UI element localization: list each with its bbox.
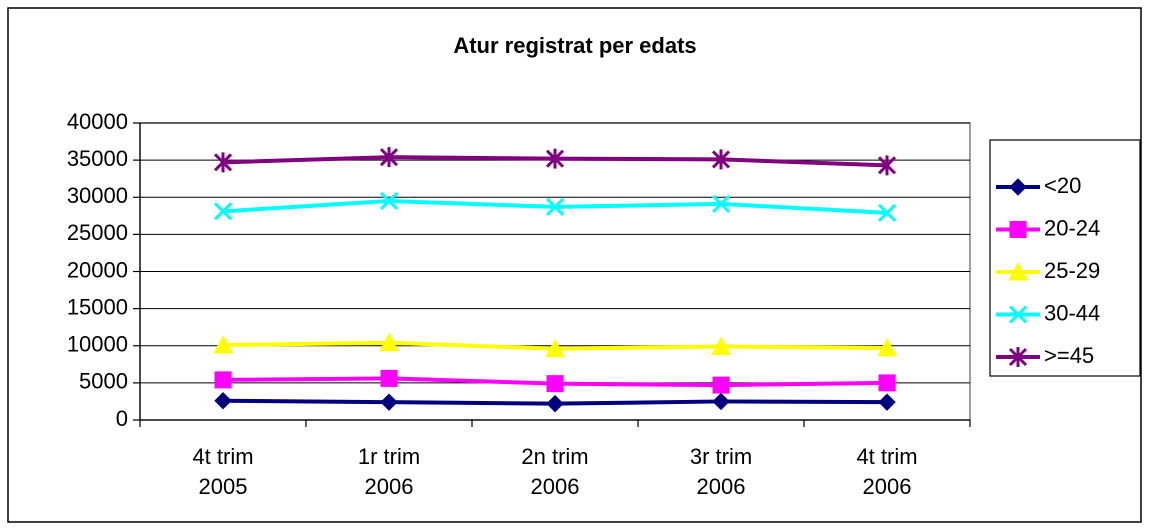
marker — [379, 332, 399, 352]
marker — [380, 393, 398, 411]
legend-marker — [1008, 347, 1028, 367]
marker — [546, 375, 564, 393]
legend-marker — [1008, 305, 1028, 324]
legend-label: 30-44 — [1044, 300, 1100, 325]
x-tick-label: 4t trim 2005 — [192, 444, 254, 499]
y-tick-label: 20000 — [67, 257, 128, 282]
marker — [213, 152, 233, 173]
marker — [711, 149, 731, 170]
y-tick-label: 25000 — [67, 220, 128, 245]
y-tick-label: 15000 — [67, 294, 128, 319]
marker — [877, 337, 897, 357]
y-tick-label: 0 — [116, 406, 128, 431]
marker — [712, 392, 730, 411]
x-tick-label: 2n trim 2006 — [521, 444, 589, 499]
marker — [878, 393, 896, 411]
marker — [214, 371, 232, 389]
legend-label: 20-24 — [1044, 215, 1100, 240]
chart-title: Atur registrat per edats — [453, 33, 696, 58]
y-tick-label: 10000 — [67, 332, 128, 357]
marker — [545, 197, 565, 216]
marker — [213, 334, 233, 354]
marker — [712, 376, 730, 394]
marker — [213, 202, 233, 221]
legend-label: 25-29 — [1044, 258, 1100, 283]
marker — [546, 394, 564, 413]
marker — [380, 369, 398, 387]
y-tick-label: 30000 — [67, 183, 128, 208]
marker — [711, 336, 731, 355]
x-tick-label: 4t trim 2006 — [856, 444, 918, 499]
marker — [877, 155, 897, 176]
x-tick-label: 3r trim 2006 — [689, 444, 753, 499]
y-tick-label: 5000 — [79, 369, 128, 394]
y-tick-label: 35000 — [67, 146, 128, 171]
marker — [214, 391, 232, 410]
legend-marker — [1008, 261, 1028, 281]
marker — [711, 194, 731, 213]
marker — [545, 148, 565, 169]
legend-label: <20 — [1044, 173, 1081, 198]
marker — [379, 191, 399, 211]
legend-box — [989, 139, 1141, 377]
legend-marker — [1009, 178, 1027, 196]
marker — [878, 374, 896, 392]
x-tick-label: 1r trim 2006 — [357, 444, 421, 499]
legend-label: >=45 — [1044, 343, 1094, 368]
y-tick-label: 40000 — [67, 109, 128, 134]
marker — [545, 338, 565, 358]
legend-marker — [1009, 221, 1027, 238]
marker — [379, 147, 399, 168]
marker — [877, 203, 897, 222]
